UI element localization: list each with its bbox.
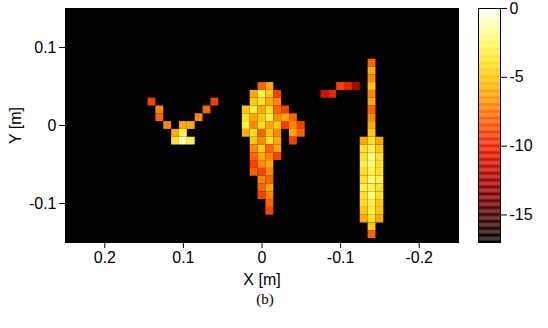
html-text:(b): (b) [256, 291, 274, 307]
svg-text:X [m]: X [m] [243, 271, 280, 288]
svg-text:-0.2: -0.2 [405, 249, 433, 266]
svg-text:Y [m]: Y [m] [7, 107, 24, 144]
svg-text:0: 0 [258, 249, 267, 266]
svg-text:-15: -15 [510, 206, 533, 223]
svg-text:0.1: 0.1 [34, 39, 56, 56]
svg-text:0.2: 0.2 [94, 249, 116, 266]
svg-text:-5: -5 [510, 68, 524, 85]
svg-text:0: 0 [48, 117, 57, 134]
svg-text:0.1: 0.1 [172, 249, 194, 266]
svg-text:0: 0 [510, 0, 519, 17]
svg-text:-10: -10 [510, 137, 533, 154]
svg-text:-0.1: -0.1 [29, 195, 57, 212]
svg-text:-0.1: -0.1 [327, 249, 355, 266]
